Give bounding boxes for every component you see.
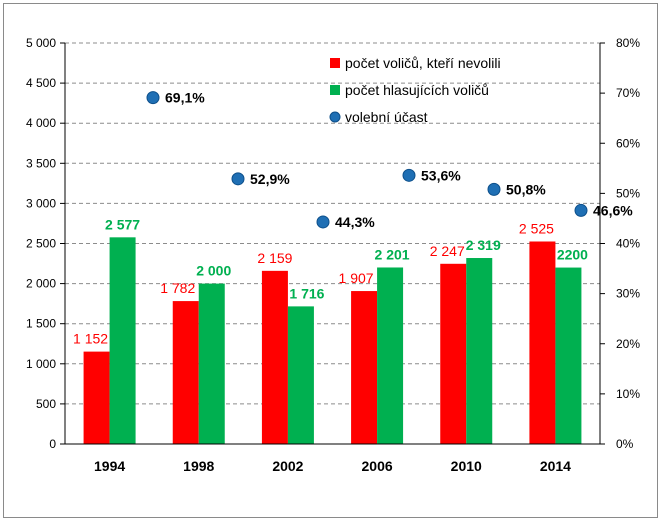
bar-data-label: 2 000 (196, 263, 231, 279)
y-tick-label: 2 000 (26, 277, 56, 291)
y2-tick-label: 40% (616, 237, 640, 251)
bar-data-label: 2 525 (519, 220, 554, 236)
x-tick-label: 2002 (272, 458, 303, 474)
bar-data-label: 1 782 (160, 280, 195, 296)
x-tick-label: 1994 (94, 458, 125, 474)
y-tick-label: 5 000 (26, 36, 56, 50)
legend: počet voličů, kteří nevolili počet hlasuj… (329, 55, 501, 125)
bar-data-label: 2 319 (466, 237, 501, 253)
legend-label: počet hlasujících voličů (345, 82, 489, 98)
x-tick-label: 1998 (183, 458, 214, 474)
y-tick-label: 4 000 (26, 116, 56, 130)
x-tick-label: 2014 (540, 458, 571, 474)
y2-tick-label: 50% (616, 186, 640, 200)
bar (351, 291, 378, 444)
bar (109, 237, 136, 444)
y2-tick-label: 60% (616, 136, 640, 150)
y2-tick-label: 10% (616, 387, 640, 401)
x-tick-label: 2006 (362, 458, 393, 474)
bar (440, 263, 467, 444)
bar (83, 351, 110, 444)
y-tick-label: 1 000 (26, 357, 56, 371)
turnout-point (316, 215, 330, 229)
y-tick-label: 1 500 (26, 317, 56, 331)
turnout-label: 69,1% (165, 90, 205, 106)
bar-data-label: 1 907 (339, 270, 374, 286)
bar-data-label: 2 577 (105, 216, 140, 232)
turnout-label: 44,3% (335, 214, 375, 230)
bar (377, 267, 404, 444)
bar-data-label: 2 247 (430, 243, 465, 259)
bar (287, 306, 314, 444)
legend-label: volební účast (345, 109, 428, 125)
turnout-point (146, 91, 160, 105)
bar-data-label: 1 152 (73, 331, 108, 347)
bar-data-label: 1 716 (289, 285, 324, 301)
gridlines (65, 42, 600, 405)
legend-swatch (330, 85, 340, 95)
y2-tick-label: 0% (616, 437, 634, 451)
turnout-point (402, 168, 416, 182)
bar (466, 258, 493, 444)
y-tick-label: 500 (36, 397, 56, 411)
bar (555, 267, 582, 444)
y2-tick-label: 30% (616, 287, 640, 301)
y-tick-label: 4 500 (26, 76, 56, 90)
turnout-point (231, 172, 245, 186)
y2-tick-label: 70% (616, 86, 640, 100)
bar-data-label: 2200 (557, 247, 588, 263)
legend-marker (329, 111, 341, 123)
bar (172, 301, 199, 444)
y2-tick-label: 80% (616, 36, 640, 50)
legend-label: počet voličů, kteří nevolili (345, 55, 501, 71)
y2-tick-label: 20% (616, 337, 640, 351)
turnout-point (487, 182, 501, 196)
bar-series (83, 237, 582, 444)
legend-swatch (330, 58, 340, 68)
y-tick-label: 2 500 (26, 237, 56, 251)
x-tick-label: 2010 (451, 458, 482, 474)
y-tick-label: 3 000 (26, 196, 56, 210)
bar-data-label: 2 159 (257, 250, 292, 266)
bar-data-label: 2 201 (375, 246, 410, 262)
bar (198, 283, 225, 444)
y-tick-label: 3 500 (26, 156, 56, 170)
y-tick-label: 0 (49, 437, 56, 451)
turnout-label: 50,8% (506, 181, 546, 197)
turnout-label: 46,6% (593, 202, 633, 218)
turnout-label: 52,9% (250, 171, 290, 187)
turnout-label: 53,6% (421, 167, 461, 183)
bar (529, 241, 556, 444)
bar (261, 270, 288, 444)
turnout-points (146, 91, 588, 229)
turnout-point (574, 203, 588, 217)
axes: 0 500 1 000 1 500 2 000 2 500 3 000 3 500 4 000 4… (26, 36, 640, 474)
